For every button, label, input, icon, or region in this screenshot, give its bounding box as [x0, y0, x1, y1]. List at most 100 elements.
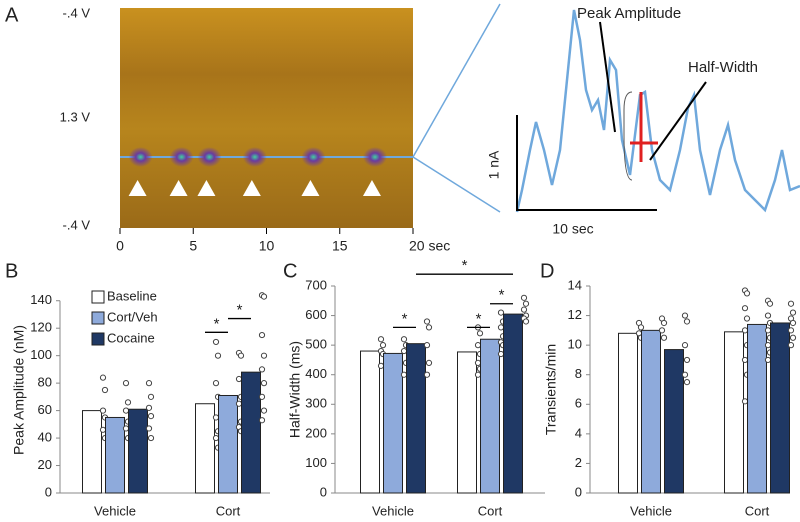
- data-point: [741, 398, 749, 405]
- data-point: [214, 352, 222, 359]
- data-point: [789, 309, 797, 316]
- label: Peak Amplitude: [577, 5, 681, 22]
- data-point: [258, 331, 266, 339]
- bar: [241, 371, 261, 494]
- data-point: [124, 399, 132, 406]
- event-marker: [242, 180, 261, 196]
- significance-label: *: [462, 257, 468, 274]
- bar: [383, 352, 403, 494]
- y-tick-label: 12: [568, 307, 582, 322]
- significance-label: *: [476, 310, 482, 327]
- data-point: [743, 290, 751, 297]
- panel-letter: B: [5, 260, 18, 282]
- y-tick-label: 400: [305, 366, 327, 381]
- hotspot: [362, 147, 387, 167]
- hotspot: [128, 147, 153, 167]
- y-tick-label: 500: [305, 337, 327, 352]
- data-point: [145, 425, 153, 432]
- hotspot: [197, 147, 222, 167]
- zoom-line: [412, 156, 501, 213]
- bracket: [623, 91, 633, 181]
- data-point: [400, 336, 408, 343]
- x-tick-label: 20 sec: [409, 238, 450, 254]
- y-tick-label: 0: [45, 484, 52, 499]
- event-marker: [197, 180, 216, 196]
- data-point: [423, 342, 431, 349]
- y-tick-label: 0: [575, 484, 582, 499]
- data-point: [683, 356, 691, 364]
- data-point: [522, 300, 530, 307]
- data-point: [520, 294, 528, 301]
- data-point: [660, 334, 668, 341]
- bar: [664, 349, 684, 494]
- data-point: [101, 386, 109, 394]
- inset-trace: [515, 9, 800, 213]
- data-point: [789, 319, 797, 327]
- data-point: [260, 293, 268, 300]
- data-point: [145, 380, 153, 387]
- y-tick-label: 700: [305, 277, 327, 292]
- data-point: [764, 327, 772, 334]
- bar: [770, 322, 790, 494]
- data-point: [497, 350, 505, 358]
- data-point: [658, 327, 666, 334]
- y-tick-label: 0: [320, 484, 327, 499]
- bar: [747, 323, 767, 494]
- hotspot: [301, 147, 326, 167]
- hotspot: [242, 147, 267, 167]
- data-point: [147, 393, 155, 400]
- data-point: [681, 312, 689, 319]
- data-point: [147, 434, 155, 442]
- bar: [618, 332, 638, 494]
- data-point: [235, 375, 243, 383]
- data-point: [637, 324, 645, 331]
- data-point: [789, 334, 797, 341]
- y-tick-label: 14: [568, 277, 582, 292]
- data-point: [660, 319, 668, 327]
- y-tick-label: 60: [38, 402, 52, 417]
- y-tick-label: 120: [30, 320, 52, 335]
- significance-label: *: [214, 315, 220, 332]
- y-label: -.4 V: [63, 5, 91, 20]
- scale-bar: [516, 115, 657, 211]
- x-tick-label: Cort: [478, 503, 503, 518]
- data-point: [99, 426, 107, 433]
- data-point: [237, 352, 245, 359]
- data-point: [787, 342, 795, 349]
- data-point: [787, 300, 795, 307]
- legend-label: Baseline: [107, 288, 157, 303]
- y-tick-label: 2: [575, 455, 582, 470]
- event-marker: [362, 180, 381, 196]
- data-point: [497, 309, 505, 316]
- legend-swatch: [91, 290, 105, 304]
- event-marker: [128, 180, 147, 196]
- data-point: [741, 327, 749, 334]
- hotspot: [169, 147, 194, 167]
- y-tick-label: 80: [38, 375, 52, 390]
- data-point: [743, 315, 751, 322]
- bar: [641, 329, 661, 494]
- pointer: [599, 21, 616, 133]
- significance-label: *: [237, 302, 243, 319]
- y-axis-title: Transients/min: [543, 344, 559, 435]
- panel-letter: A: [5, 4, 19, 26]
- x-tick-label: 15: [332, 238, 348, 254]
- scale-label: 1 nA: [486, 150, 502, 179]
- data-point: [122, 380, 130, 387]
- x-tick-label: Vehicle: [630, 503, 672, 518]
- data-point: [474, 371, 482, 378]
- y-label: -.4 V: [63, 217, 91, 232]
- data-point: [683, 379, 691, 386]
- y-tick-label: 100: [30, 347, 52, 362]
- data-point: [425, 324, 433, 331]
- y-tick-label: 600: [305, 307, 327, 322]
- data-point: [425, 359, 433, 366]
- heatmap: [120, 8, 413, 228]
- bar: [503, 313, 523, 494]
- data-point: [764, 312, 772, 319]
- data-point: [474, 342, 482, 349]
- significance-label: *: [402, 310, 408, 327]
- y-axis-title: Peak Amplitude (nM): [11, 325, 27, 455]
- bar: [480, 338, 500, 494]
- data-point: [212, 380, 220, 387]
